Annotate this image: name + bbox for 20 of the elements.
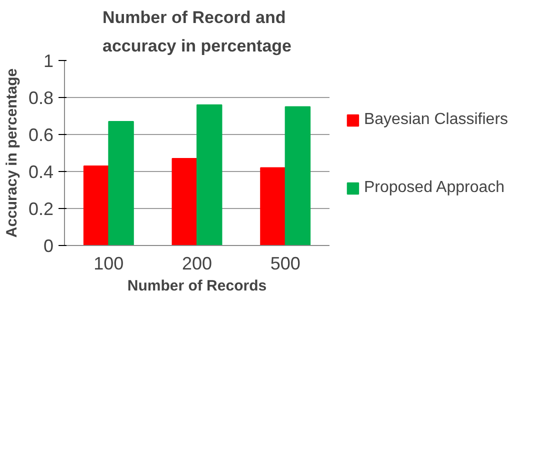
y-tick-label: 0.6 — [28, 125, 54, 145]
legend-label: Bayesian Classifiers — [364, 111, 508, 129]
y-tick-label: 0.8 — [28, 88, 54, 108]
chart-title: Number of Record and accuracy in percentage — [102, 8, 292, 56]
bar — [172, 158, 198, 246]
y-tick-label: 1 — [43, 51, 54, 71]
bar — [196, 104, 222, 246]
y-tick-label: 0 — [43, 236, 54, 256]
x-tick-label: 100 — [94, 254, 124, 274]
x-tick-label: 200 — [182, 254, 212, 274]
bar — [83, 165, 110, 246]
y-tick-label: 0.2 — [28, 199, 54, 219]
legend-label: Proposed Approach — [364, 179, 505, 197]
x-axis-title: Number of Records — [127, 278, 267, 294]
bar — [108, 121, 134, 246]
bar — [260, 167, 286, 246]
y-tick-label: 0.4 — [28, 162, 54, 182]
y-axis-title: Accuracy in percentage — [3, 68, 20, 238]
bar — [284, 106, 311, 246]
x-tick-label: 500 — [270, 254, 300, 274]
